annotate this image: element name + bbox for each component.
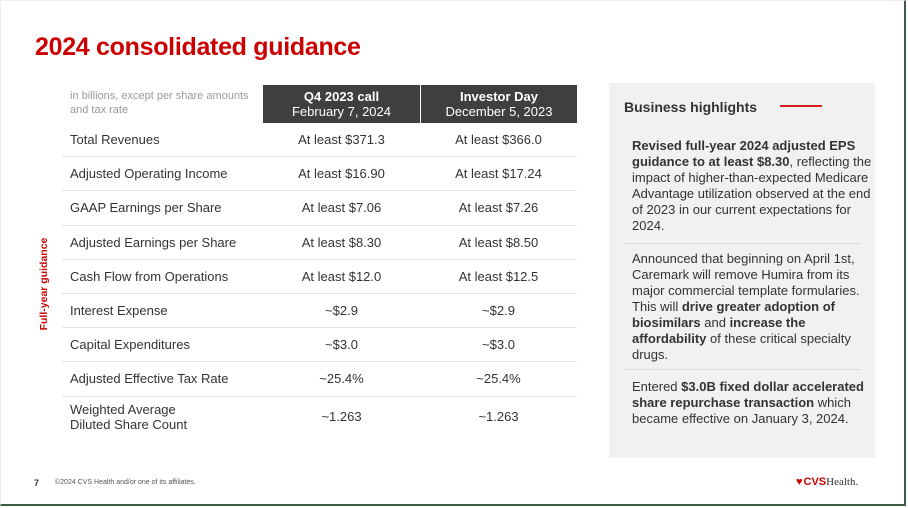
panel-title: Business highlights bbox=[624, 99, 758, 115]
table-row: Adjusted Earnings per Share At least $8.3… bbox=[62, 226, 577, 260]
table-row: Capital Expenditures ~$3.0 ~$3.0 bbox=[62, 328, 577, 363]
table-row: GAAP Earnings per Share At least $7.06 At … bbox=[62, 191, 577, 226]
table-row: Total Revenues At least $371.3 At least $3… bbox=[62, 123, 577, 158]
table-note: in billions, except per share amounts an… bbox=[70, 90, 249, 116]
full-year-guidance-label: Full-year guidance bbox=[38, 237, 50, 331]
page-number: 7 bbox=[34, 478, 40, 488]
table-row: Cash Flow from Operations At least $12.0 A… bbox=[62, 260, 577, 294]
page-title: 2024 consolidated guidance bbox=[35, 33, 361, 61]
accent-rule bbox=[780, 105, 822, 107]
table-row: Interest Expense ~$2.9 ~$2.9 bbox=[62, 294, 577, 329]
highlight-item: Revised full-year 2024 adjusted EPS guid… bbox=[632, 138, 872, 233]
column-header-q4-2023-call: Q4 2023 call February 7, 2024 bbox=[263, 85, 420, 123]
table-row: Adjusted Effective Tax Rate ~25.4% ~25.4% bbox=[62, 362, 577, 397]
table-row: Weighted Average Diluted Share Count ~1.2… bbox=[70, 401, 519, 432]
copyright: ©2024 CVS Health and/or one of its affil… bbox=[55, 479, 196, 486]
column-header-investor-day: Investor Day December 5, 2023 bbox=[420, 85, 577, 123]
divider bbox=[624, 243, 860, 244]
table-header: Q4 2023 call February 7, 2024 Investor D… bbox=[62, 85, 577, 123]
highlight-item: Announced that beginning on April 1st, C… bbox=[632, 251, 860, 362]
heart-icon: ♥ bbox=[796, 476, 803, 488]
business-highlights-panel: Business highlights Revised full-year 20… bbox=[609, 83, 875, 458]
table-row: Adjusted Operating Income At least $16.90… bbox=[62, 157, 577, 192]
highlight-item: Entered $3.0B fixed dollar accelerated s… bbox=[632, 379, 864, 426]
divider bbox=[624, 369, 860, 370]
guidance-table: Q4 2023 call February 7, 2024 Investor D… bbox=[62, 85, 577, 437]
cvs-health-logo: ♥ CVS Health. bbox=[796, 476, 859, 488]
